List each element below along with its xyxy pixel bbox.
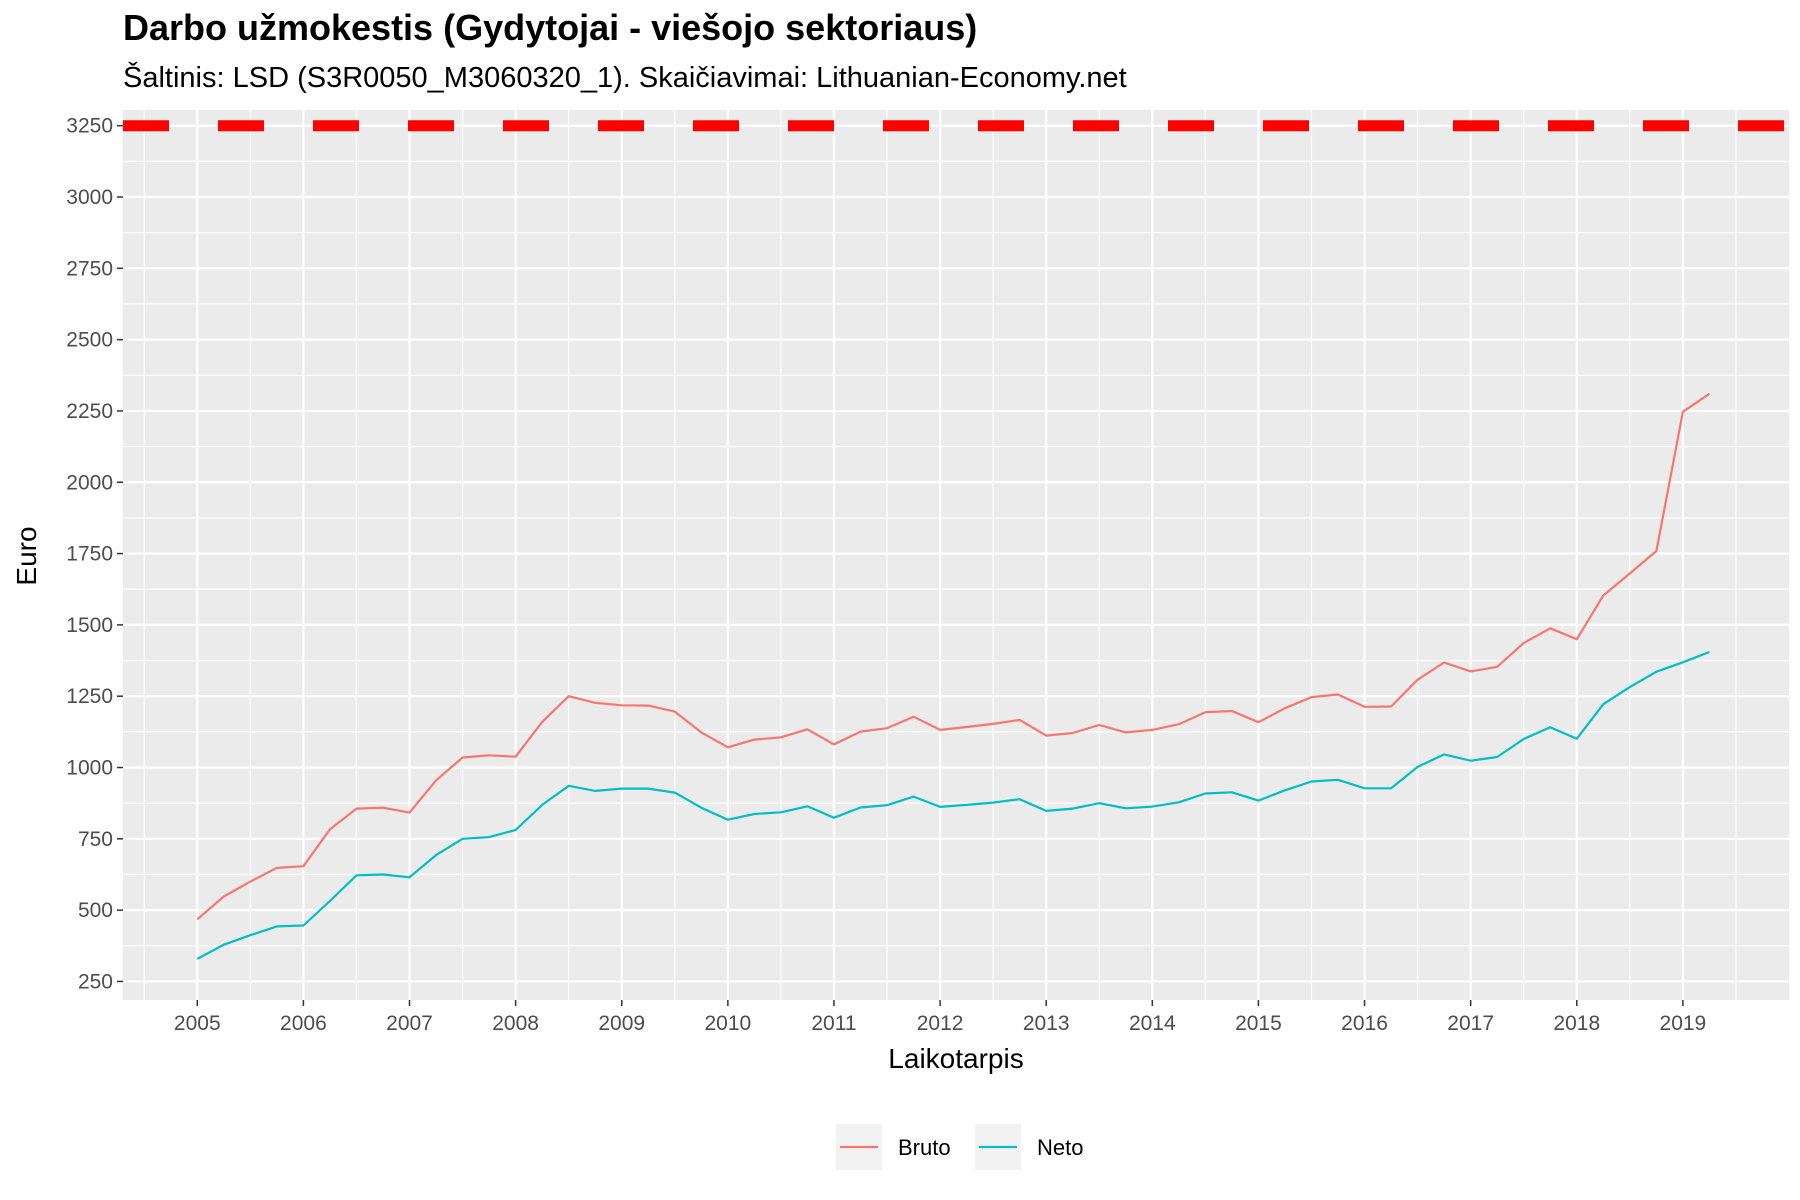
x-tick-label: 2008 [492, 1012, 539, 1035]
y-tick-label: 1750 [66, 543, 113, 566]
y-tick-label: 2750 [66, 257, 113, 280]
x-tick-label: 2010 [704, 1012, 751, 1035]
plot-panel [123, 110, 1789, 1000]
x-tick-label: 2012 [917, 1012, 964, 1035]
x-axis-title: Laikotarpis [888, 1043, 1023, 1074]
legend-label-neto: Neto [1037, 1135, 1083, 1160]
y-tick-label: 3250 [66, 115, 113, 138]
y-tick-label: 1000 [66, 757, 113, 780]
x-tick-label: 2016 [1341, 1012, 1388, 1035]
tick-layer: 250 500 750 1000 1250 1500 1750 2000 2250 2500 275… [66, 115, 1706, 1035]
y-tick-label: 3000 [66, 186, 113, 209]
series-layer [196, 392, 1711, 960]
x-tick-label: 2011 [811, 1012, 856, 1035]
y-tick-label: 2000 [66, 471, 113, 494]
x-tick-label: 2018 [1553, 1012, 1600, 1035]
y-tick-label: 500 [78, 899, 113, 922]
y-tick-label: 250 [78, 970, 113, 993]
x-tick-label: 2014 [1129, 1012, 1176, 1035]
legend: Bruto Neto [836, 1124, 1083, 1170]
y-tick-label: 1250 [66, 685, 113, 708]
y-tick-label: 2500 [66, 329, 113, 352]
x-tick-label: 2009 [598, 1012, 645, 1035]
y-tick-label: 2250 [66, 400, 113, 423]
x-tick-label: 2015 [1235, 1012, 1282, 1035]
x-tick-label: 2017 [1447, 1012, 1494, 1035]
chart-title: Darbo užmokestis (Gydytojai - viešojo se… [123, 7, 977, 48]
chart-subtitle: Šaltinis: LSD (S3R0050_M3060320_1). Skai… [123, 60, 1127, 94]
y-axis-title: Euro [11, 526, 42, 585]
y-tick-label: 750 [78, 828, 113, 851]
y-tick-label: 1500 [66, 614, 113, 637]
legend-label-bruto: Bruto [898, 1135, 951, 1160]
x-tick-label: 2005 [174, 1012, 221, 1035]
x-tick-label: 2013 [1023, 1012, 1070, 1035]
series-line-bruto [196, 392, 1711, 921]
x-tick-label: 2007 [386, 1012, 433, 1035]
grid [123, 110, 1789, 1000]
x-tick-label: 2019 [1660, 1012, 1707, 1035]
series-line-neto [196, 650, 1710, 960]
x-tick-label: 2006 [280, 1012, 327, 1035]
